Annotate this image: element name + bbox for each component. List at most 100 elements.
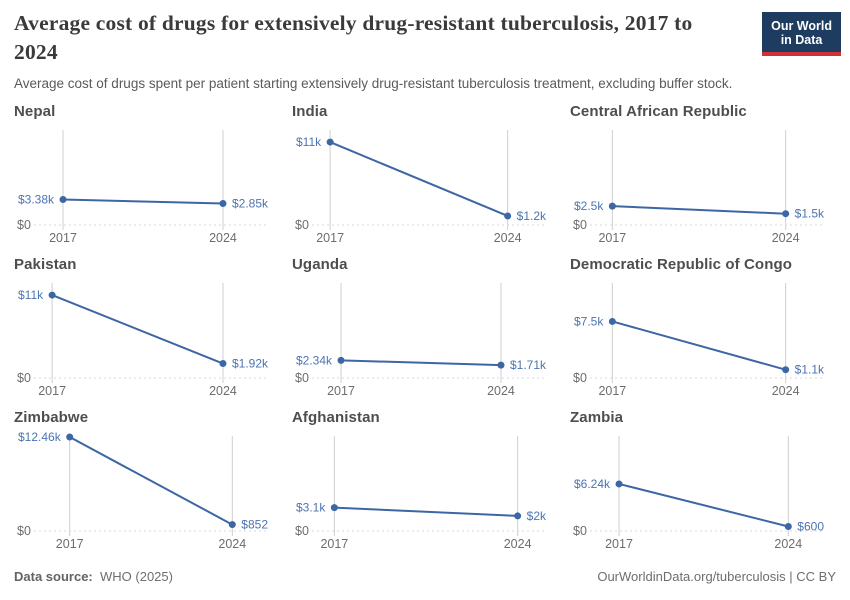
trend-line <box>334 506 518 517</box>
value-label-2017: $11k <box>18 288 44 302</box>
data-point-2017[interactable] <box>48 291 56 299</box>
data-point-2017[interactable] <box>326 138 334 146</box>
data-point-2017[interactable] <box>608 202 616 210</box>
x-tick-2017: 2017 <box>38 384 66 398</box>
facet-title-india: India <box>292 103 328 120</box>
data-point-2017[interactable] <box>615 480 623 488</box>
data-point-2024[interactable] <box>514 512 522 520</box>
value-label-2024: $1.71k <box>510 358 547 372</box>
data-point-2017[interactable] <box>337 356 345 364</box>
facet-plot-afghanistan: $0 2017 2024 $3.1k $2k <box>295 436 547 551</box>
x-tick-2017: 2017 <box>56 537 84 551</box>
value-label-2024: $1.1k <box>795 363 825 377</box>
trend-line <box>51 294 224 365</box>
facet-central-african-republic: Central African Republic $0 2017 2024 $2.5k $… <box>570 100 828 253</box>
data-point-2024[interactable] <box>782 366 790 374</box>
data-point-2024[interactable] <box>784 522 792 530</box>
zero-axis-label: $0 <box>17 218 31 232</box>
data-point-2024[interactable] <box>219 360 227 368</box>
page-title: Average cost of drugs for extensively dr… <box>14 11 693 64</box>
facet-democratic-republic-of-congo: Democratic Republic of Congo $0 2017 2024 $7… <box>570 253 828 406</box>
value-label-2017: $11k <box>296 135 322 149</box>
data-source-label: Data source: <box>14 569 93 584</box>
value-label-2017: $2.5k <box>574 199 604 213</box>
value-label-2017: $2.34k <box>296 353 333 367</box>
facet-plot-uganda: $0 2017 2024 $2.34k $1.71k <box>295 283 547 398</box>
zero-axis-label: $0 <box>295 371 309 385</box>
value-label-2017: $12.46k <box>18 432 62 444</box>
x-tick-2024: 2024 <box>209 231 237 245</box>
data-point-2024[interactable] <box>782 210 790 218</box>
value-label-2024: $1.2k <box>517 209 547 223</box>
value-label-2024: $600 <box>797 519 824 533</box>
x-tick-2024: 2024 <box>504 537 532 551</box>
data-point-2017[interactable] <box>608 317 616 325</box>
trend-line <box>329 141 509 217</box>
facet-title-afghanistan: Afghanistan <box>292 409 380 426</box>
facet-plot-zambia: $0 2017 2024 $6.24k $600 <box>573 436 824 551</box>
facet-title-zimbabwe: Zimbabwe <box>14 409 89 426</box>
x-tick-2024: 2024 <box>774 537 802 551</box>
facet-pakistan: Pakistan $0 2017 2024 $11k $1.92k <box>14 253 272 406</box>
facet-plot-pakistan: $0 2017 2024 $11k $1.92k <box>17 283 269 398</box>
facet-plot-nepal: $0 2017 2024 $3.38k $2.85k <box>17 130 269 245</box>
facet-title-nepal: Nepal <box>14 103 56 120</box>
data-point-2024[interactable] <box>219 200 227 208</box>
x-tick-2017: 2017 <box>320 537 348 551</box>
facet-india: India $0 2017 2024 $11k $1.2k <box>292 100 550 253</box>
trend-line <box>69 436 233 526</box>
value-label-2024: $2k <box>527 509 547 523</box>
owid-logo[interactable]: Our World in Data <box>762 12 841 56</box>
owid-logo-line1: Our World <box>771 19 832 33</box>
facet-plot-india: $0 2017 2024 $11k $1.2k <box>295 130 547 245</box>
x-tick-2024: 2024 <box>209 384 237 398</box>
facet-title-democratic-republic-of-congo: Democratic Republic of Congo <box>570 256 792 273</box>
facet-nepal: Nepal $0 2017 2024 $3.38k $2.85k <box>14 100 272 253</box>
x-tick-2024: 2024 <box>487 384 515 398</box>
facet-title-zambia: Zambia <box>570 409 624 426</box>
facet-title-central-african-republic: Central African Republic <box>570 103 747 120</box>
x-tick-2024: 2024 <box>218 537 246 551</box>
facet-zimbabwe: Zimbabwe $0 2017 2024 $12.46k $852 <box>14 406 272 559</box>
value-label-2017: $3.1k <box>296 501 326 515</box>
facet-title-uganda: Uganda <box>292 256 348 273</box>
trend-line <box>63 198 223 205</box>
facet-plot-central-african-republic: $0 2017 2024 $2.5k $1.5k <box>573 130 825 245</box>
x-tick-2024: 2024 <box>494 231 522 245</box>
facet-afghanistan: Afghanistan $0 2017 2024 $3.1k $2k <box>292 406 550 559</box>
data-point-2017[interactable] <box>59 196 67 204</box>
data-point-2024[interactable] <box>497 361 505 369</box>
data-point-2024[interactable] <box>228 521 236 529</box>
data-point-2024[interactable] <box>504 212 512 220</box>
value-label-2024: $1.92k <box>232 357 269 371</box>
owid-logo-line2: in Data <box>780 33 823 47</box>
x-tick-2017: 2017 <box>316 231 344 245</box>
facet-plot-zimbabwe: $0 2017 2024 $12.46k $852 <box>17 432 268 551</box>
data-point-2017[interactable] <box>66 433 74 441</box>
data-source-value: WHO (2025) <box>100 569 173 584</box>
zero-axis-label: $0 <box>573 371 587 385</box>
zero-axis-label: $0 <box>295 218 309 232</box>
x-tick-2024: 2024 <box>772 231 800 245</box>
owid-attribution-link[interactable]: OurWorldinData.org/tuberculosis | CC BY <box>597 569 836 584</box>
trend-line <box>618 482 789 528</box>
data-point-2017[interactable] <box>330 504 338 512</box>
trend-line <box>612 320 786 371</box>
value-label-2024: $1.5k <box>795 207 825 221</box>
value-label-2024: $2.85k <box>232 197 269 211</box>
x-tick-2017: 2017 <box>598 384 626 398</box>
facet-uganda: Uganda $0 2017 2024 $2.34k $1.71k <box>292 253 550 406</box>
x-tick-2017: 2017 <box>49 231 77 245</box>
zero-axis-label: $0 <box>573 524 587 538</box>
zero-axis-label: $0 <box>17 371 31 385</box>
x-tick-2024: 2024 <box>772 384 800 398</box>
zero-axis-label: $0 <box>17 524 31 538</box>
x-tick-2017: 2017 <box>327 384 355 398</box>
value-label-2024: $852 <box>241 518 268 532</box>
value-label-2017: $3.38k <box>18 193 55 207</box>
data-source-note: Data source: WHO (2025) <box>14 569 173 584</box>
value-label-2017: $7.5k <box>574 314 604 328</box>
value-label-2017: $6.24k <box>574 477 611 491</box>
zero-axis-label: $0 <box>573 218 587 232</box>
